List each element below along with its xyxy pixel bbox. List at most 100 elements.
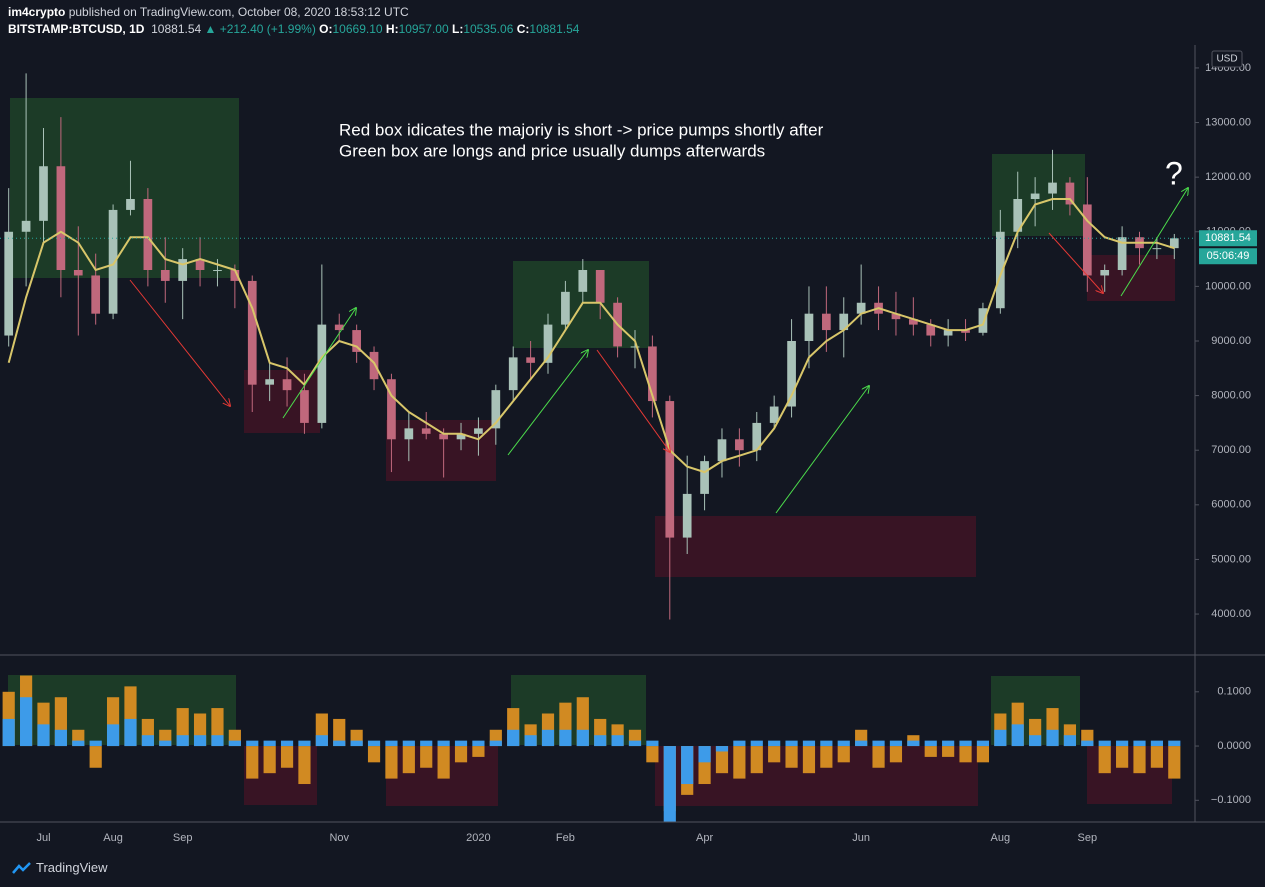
- bar: [785, 740, 798, 747]
- bar: [211, 735, 224, 747]
- published: published on TradingView.com, October 08…: [68, 5, 409, 19]
- bar: [263, 740, 276, 747]
- bar: [715, 746, 729, 774]
- bar: [576, 729, 589, 747]
- candle-body: [300, 390, 309, 423]
- y-tick-label: 6000.00: [1211, 499, 1251, 511]
- bar: [420, 740, 433, 747]
- bar: [541, 729, 555, 747]
- bar: [402, 740, 415, 747]
- bar: [733, 740, 746, 747]
- bar: [246, 746, 259, 779]
- bar: [350, 740, 363, 747]
- moving-average: [7, 198, 1175, 474]
- bar: [802, 746, 816, 774]
- last-price-label: 10881.54: [1205, 232, 1251, 244]
- bar: [889, 740, 903, 747]
- bar: [402, 746, 415, 774]
- candle-body: [282, 379, 292, 391]
- candle-body: [1169, 238, 1179, 249]
- candle-body: [1065, 182, 1075, 205]
- bar: [454, 740, 468, 747]
- bar: [472, 746, 485, 757]
- bar: [385, 746, 398, 779]
- bar: [2, 718, 15, 747]
- author: im4crypto: [8, 5, 66, 19]
- brand: TradingView: [36, 860, 108, 875]
- high: 10957.00: [398, 22, 449, 36]
- y-tick-label: 0.1000: [1217, 686, 1251, 698]
- bar: [959, 740, 972, 747]
- bar: [37, 724, 50, 747]
- short-zone: [1087, 255, 1175, 301]
- bar: [333, 718, 346, 747]
- candle-body: [543, 324, 553, 363]
- arrow: [507, 350, 588, 456]
- candle-body: [21, 220, 31, 232]
- annotation: Green box are longs and price usually du…: [339, 141, 765, 160]
- candle-body: [1082, 204, 1092, 276]
- candle-body: [1152, 248, 1162, 250]
- candle-body: [1030, 193, 1040, 200]
- candle-body: [526, 357, 535, 363]
- candle-body: [891, 313, 901, 320]
- candle-body: [421, 428, 431, 434]
- arrow: [775, 386, 869, 514]
- candle-body: [265, 379, 275, 385]
- candle-body: [856, 302, 866, 314]
- x-tick-label: Feb: [556, 832, 575, 844]
- bar: [1168, 746, 1181, 779]
- short-zone: [655, 516, 976, 577]
- countdown: 05:06:49: [1207, 250, 1250, 262]
- candle-body: [717, 439, 727, 462]
- candle-body: [387, 379, 396, 440]
- y-tick-label: 4000.00: [1211, 608, 1251, 620]
- bar: [437, 746, 450, 779]
- bar: [1133, 746, 1146, 774]
- candle-body: [1013, 199, 1023, 232]
- candle-body: [630, 346, 640, 348]
- candle-body: [561, 291, 570, 325]
- bar: [1098, 746, 1111, 774]
- x-tick-label: Nov: [329, 832, 349, 844]
- y-tick-label: 7000.00: [1211, 444, 1251, 456]
- bar: [837, 740, 850, 747]
- candle-body: [213, 269, 222, 271]
- bar: [263, 746, 276, 774]
- x-tick-label: Sep: [1078, 832, 1098, 844]
- bar: [663, 746, 676, 822]
- candle-body: [769, 406, 779, 423]
- bar: [1116, 740, 1129, 747]
- candle-body: [108, 209, 118, 314]
- bar: [246, 740, 259, 747]
- candle-body: [1048, 182, 1057, 194]
- candle-body: [908, 319, 918, 325]
- bar: [298, 740, 311, 747]
- candle-body: [178, 259, 188, 281]
- bar: [855, 740, 868, 747]
- bar: [54, 729, 67, 747]
- open-label: O:: [319, 22, 333, 36]
- bar: [924, 746, 937, 757]
- bar: [889, 746, 903, 763]
- bar: [976, 740, 990, 747]
- bar: [942, 740, 955, 747]
- x-tick-label: Sep: [173, 832, 193, 844]
- candle-body: [39, 166, 48, 221]
- arrows: [129, 188, 1188, 514]
- candle-body: [822, 313, 831, 331]
- y-tick-label: 0.0000: [1217, 740, 1251, 752]
- candle-body: [735, 439, 744, 451]
- y-tick-label: 5000.00: [1211, 553, 1251, 565]
- bar: [976, 746, 990, 763]
- bar: [228, 740, 241, 747]
- bar: [89, 740, 102, 747]
- pane: [2, 675, 1181, 822]
- change: ▲ +212.40 (+1.99%): [204, 22, 316, 36]
- close-label: C:: [516, 22, 530, 36]
- candle-body: [404, 428, 414, 440]
- candle-body: [439, 433, 448, 440]
- bar: [646, 746, 659, 763]
